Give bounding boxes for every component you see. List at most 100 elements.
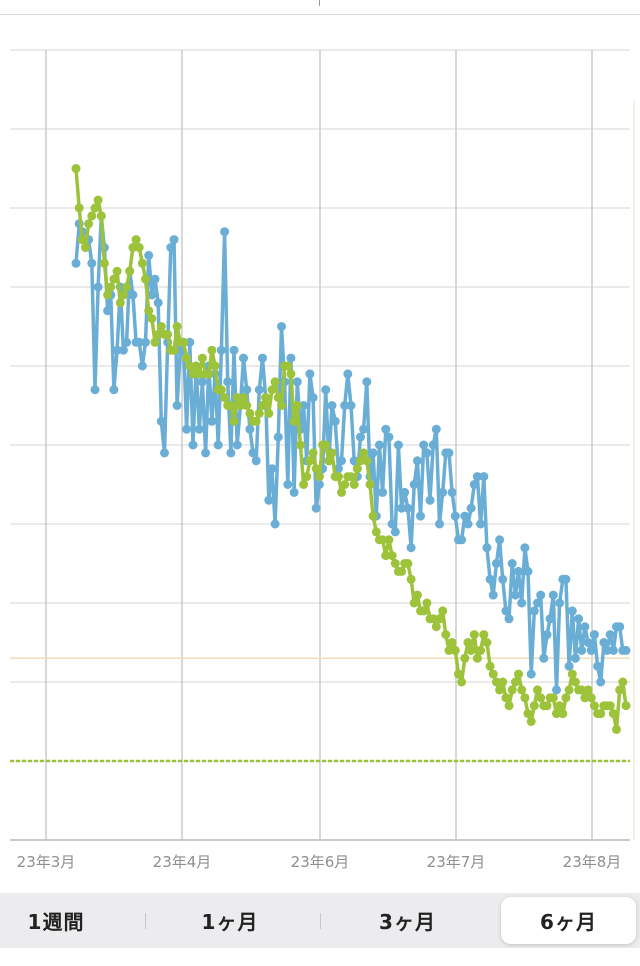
data-point xyxy=(191,361,201,371)
data-point xyxy=(349,480,359,489)
x-axis-ticks: 23年3月 23年4月 23年6月 23年7月 23年8月 xyxy=(17,853,622,871)
data-point xyxy=(295,440,305,450)
data-point xyxy=(608,709,618,719)
data-point xyxy=(545,614,555,624)
data-point xyxy=(548,590,558,600)
data-point xyxy=(523,566,533,576)
data-point xyxy=(292,401,302,410)
data-point xyxy=(593,661,603,671)
data-point xyxy=(356,456,365,466)
data-point xyxy=(239,393,248,403)
data-point xyxy=(229,416,239,426)
data-point xyxy=(182,353,192,363)
data-point xyxy=(431,622,441,632)
data-point xyxy=(485,574,495,584)
data-point xyxy=(438,487,448,497)
data-point xyxy=(213,440,223,450)
data-point xyxy=(352,464,362,474)
data-point xyxy=(400,487,410,497)
data-point xyxy=(264,495,274,505)
data-point xyxy=(460,511,470,521)
data-point xyxy=(314,480,324,489)
data-point xyxy=(381,551,391,561)
data-point xyxy=(153,298,163,308)
data-point xyxy=(258,353,267,363)
data-point xyxy=(454,669,463,679)
data-point xyxy=(90,203,100,213)
range-separator xyxy=(320,913,321,929)
data-point xyxy=(552,685,561,695)
data-point xyxy=(495,685,505,695)
data-point xyxy=(390,559,400,568)
data-point xyxy=(232,393,242,403)
data-point xyxy=(574,614,584,624)
data-point xyxy=(463,638,473,647)
data-point xyxy=(422,598,432,608)
data-point xyxy=(242,385,252,395)
data-point xyxy=(463,519,473,529)
range-option-1-month[interactable]: 1ヶ月 xyxy=(201,910,259,934)
data-point xyxy=(523,709,533,719)
data-point xyxy=(514,566,523,576)
range-option-6-months[interactable]: 6ヶ月 xyxy=(501,897,636,944)
data-point xyxy=(529,701,539,711)
data-point xyxy=(444,645,454,655)
x-tick-label: 23年6月 xyxy=(291,853,350,871)
data-point xyxy=(172,401,182,410)
data-point xyxy=(479,630,489,640)
data-point xyxy=(536,590,546,600)
data-point xyxy=(308,393,318,403)
data-point xyxy=(204,369,214,379)
data-point xyxy=(156,416,166,426)
data-point xyxy=(153,329,163,339)
data-point xyxy=(517,598,527,608)
data-point xyxy=(539,653,549,663)
data-point xyxy=(125,266,135,276)
data-point xyxy=(128,243,138,252)
data-point xyxy=(425,495,435,505)
data-point xyxy=(359,424,369,434)
data-point xyxy=(321,440,331,450)
data-point xyxy=(229,345,239,355)
data-point xyxy=(137,361,147,371)
data-point xyxy=(327,448,337,458)
data-point xyxy=(207,416,217,426)
data-point xyxy=(488,669,498,679)
data-point xyxy=(242,401,252,410)
data-point xyxy=(179,337,188,347)
top-bar xyxy=(0,0,640,15)
data-point xyxy=(444,448,454,458)
data-point xyxy=(520,693,530,703)
series-1 xyxy=(71,211,631,695)
data-point xyxy=(128,290,138,300)
range-option-3-months[interactable]: 3ヶ月 xyxy=(379,910,436,934)
data-point xyxy=(570,653,580,663)
series-layer xyxy=(71,164,631,734)
data-point xyxy=(403,503,413,513)
data-point xyxy=(337,456,346,466)
data-point xyxy=(305,456,315,466)
data-point xyxy=(431,424,441,434)
x-tick-label: 23年3月 xyxy=(17,853,76,871)
data-point xyxy=(374,440,384,450)
data-point xyxy=(555,598,565,608)
range-option-1-week[interactable]: 1週間 xyxy=(27,910,85,934)
data-point xyxy=(384,432,394,442)
data-point xyxy=(283,480,293,489)
data-point xyxy=(84,219,94,229)
data-point xyxy=(232,440,242,450)
data-point xyxy=(476,645,486,655)
data-point xyxy=(482,638,492,647)
data-point xyxy=(596,709,606,719)
data-point xyxy=(147,314,157,324)
data-point xyxy=(536,693,546,703)
data-point xyxy=(495,535,505,545)
data-point xyxy=(112,266,122,276)
data-point xyxy=(599,638,609,647)
data-point xyxy=(223,377,233,387)
data-point xyxy=(589,701,599,711)
data-point xyxy=(428,614,438,624)
data-point xyxy=(441,630,451,640)
data-point xyxy=(596,677,606,687)
data-point xyxy=(346,401,356,410)
